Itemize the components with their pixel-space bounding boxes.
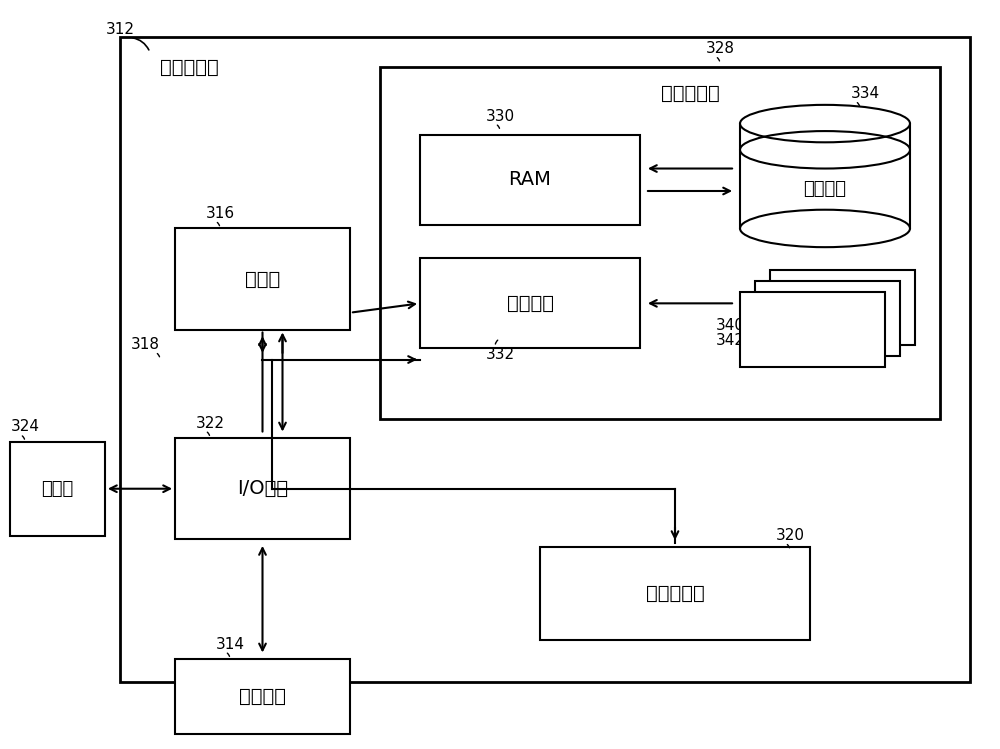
- Text: 316: 316: [205, 206, 235, 221]
- Text: 330: 330: [485, 109, 515, 124]
- Text: 342: 342: [716, 333, 744, 348]
- Text: 系统存储器: 系统存储器: [661, 84, 719, 103]
- Text: I/O接口: I/O接口: [237, 479, 288, 498]
- FancyBboxPatch shape: [175, 659, 350, 734]
- Bar: [120, 37, 970, 682]
- Text: 314: 314: [216, 637, 244, 652]
- Text: 高速缓存: 高速缓存: [507, 294, 554, 313]
- Bar: [755, 281, 900, 356]
- FancyBboxPatch shape: [420, 135, 640, 225]
- Text: RAM: RAM: [509, 170, 551, 189]
- Bar: [380, 67, 940, 419]
- Ellipse shape: [740, 105, 910, 142]
- Text: 334: 334: [850, 86, 880, 101]
- Text: 332: 332: [485, 347, 515, 362]
- FancyBboxPatch shape: [175, 228, 350, 330]
- Text: 网络适配器: 网络适配器: [646, 584, 704, 603]
- Ellipse shape: [740, 210, 910, 247]
- FancyBboxPatch shape: [420, 258, 640, 348]
- Text: 显示器: 显示器: [41, 479, 74, 498]
- Bar: [740, 292, 885, 367]
- FancyBboxPatch shape: [175, 438, 350, 539]
- Text: 312: 312: [106, 22, 134, 37]
- Text: 324: 324: [10, 419, 40, 434]
- Bar: [740, 124, 910, 228]
- Text: 320: 320: [776, 528, 804, 543]
- Text: 328: 328: [706, 41, 734, 56]
- Text: 存储装置: 存储装置: [804, 180, 846, 198]
- Text: 外部设备: 外部设备: [239, 687, 286, 706]
- Text: 340: 340: [716, 318, 744, 333]
- FancyBboxPatch shape: [540, 547, 810, 640]
- Text: 处理器: 处理器: [245, 270, 280, 288]
- Text: 计算机设备: 计算机设备: [160, 58, 219, 77]
- Text: 318: 318: [130, 337, 160, 352]
- Text: 322: 322: [196, 416, 224, 431]
- FancyBboxPatch shape: [10, 442, 105, 536]
- Bar: [770, 270, 915, 345]
